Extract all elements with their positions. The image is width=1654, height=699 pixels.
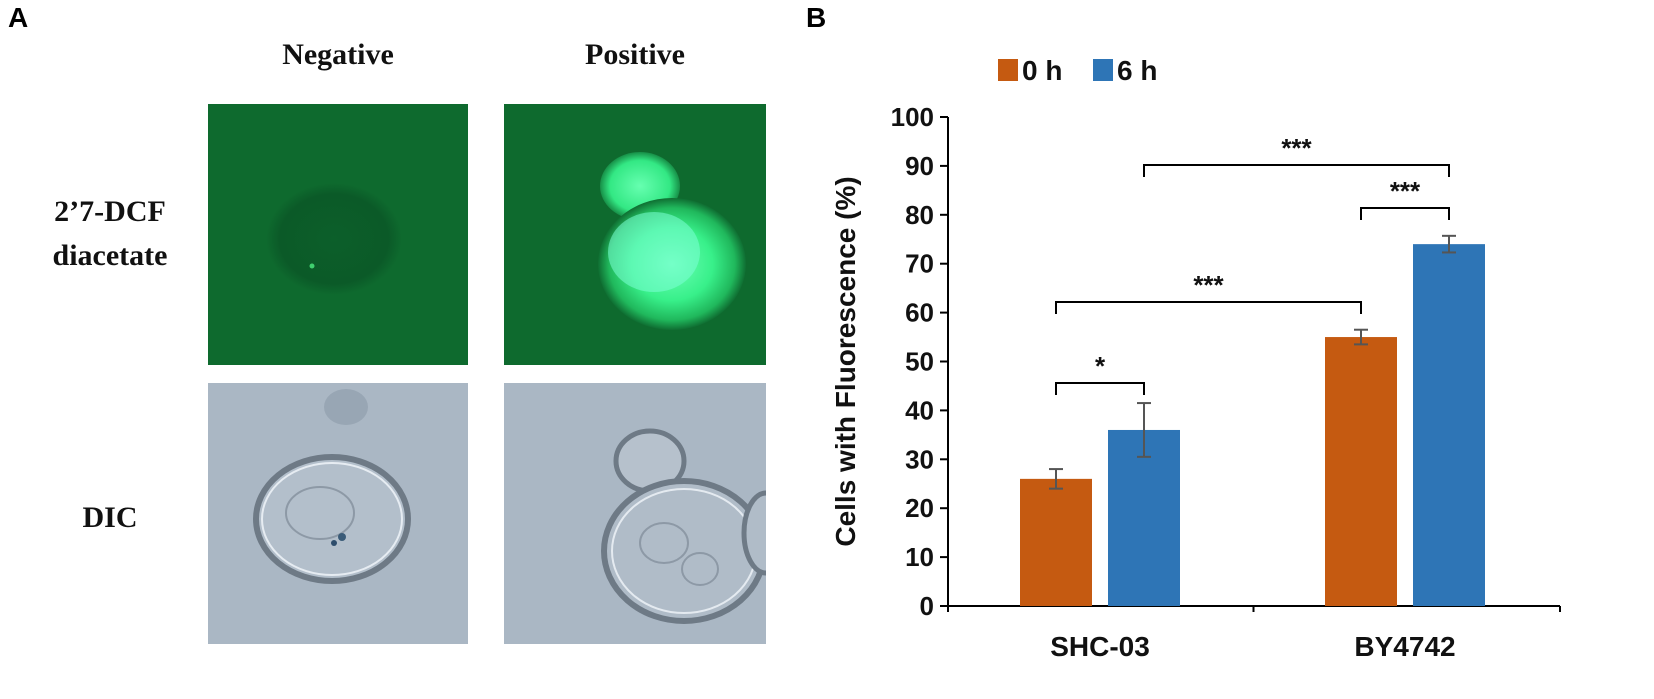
column-header-positive: Positive — [585, 38, 685, 71]
y-tick-label: 90 — [905, 151, 934, 181]
column-header-negative: Negative — [282, 38, 394, 71]
row-header-dic-line1: DIC — [82, 501, 138, 534]
bar-chart: 0 h 6 h 0 10 20 30 40 50 60 70 80 90 100 SHC-03 BY474… — [830, 55, 1561, 662]
y-tick-label: 100 — [891, 102, 934, 132]
micrograph-fluorescence-negative — [208, 104, 468, 365]
row-header-dic: DIC — [20, 496, 200, 540]
significance-bracket — [1055, 382, 1145, 395]
significance-bracket — [1055, 301, 1362, 314]
y-axis-label: Cells with Fluorescence (%) — [830, 176, 861, 546]
y-tick-label: 60 — [905, 298, 934, 328]
y-tick-label: 0 — [920, 591, 934, 621]
micrograph-dic-positive — [504, 383, 766, 644]
y-tick-label: 40 — [905, 395, 934, 425]
bar — [1108, 429, 1180, 606]
significance-label: *** — [1281, 133, 1312, 163]
significance-label: *** — [1193, 270, 1224, 300]
bar — [1020, 478, 1092, 606]
legend-swatch — [1093, 59, 1113, 81]
legend-label: 0 h — [1022, 55, 1062, 86]
x-tick-label: SHC-03 — [1050, 631, 1150, 662]
x-tick-label: BY4742 — [1354, 631, 1455, 662]
significance-label: * — [1095, 351, 1106, 381]
y-tick-label: 70 — [905, 249, 934, 279]
y-tick-label: 10 — [905, 542, 934, 572]
significance-label: *** — [1390, 176, 1421, 206]
y-tick-label: 30 — [905, 444, 934, 474]
row-header-dcf-line2: diacetate — [52, 239, 168, 272]
significance-bracket — [1360, 207, 1450, 220]
micrograph-dic-negative — [208, 383, 468, 644]
bar — [1325, 337, 1397, 606]
legend-swatch — [998, 59, 1018, 81]
panel-b-letter: B — [806, 2, 827, 33]
chart-legend: 0 h 6 h — [998, 55, 1157, 86]
chart-bars — [1020, 234, 1485, 606]
y-tick-label: 20 — [905, 493, 934, 523]
y-tick-label: 80 — [905, 200, 934, 230]
row-header-dcf: 2’7-DCF diacetate — [20, 190, 200, 278]
micrograph-fluorescence-positive — [504, 104, 766, 365]
bar — [1413, 244, 1485, 606]
row-header-dcf-line1: 2’7-DCF — [54, 195, 166, 228]
y-tick-label: 50 — [905, 347, 934, 377]
significance-brackets: ********** — [1055, 133, 1450, 395]
legend-label: 6 h — [1117, 55, 1157, 86]
panel-a-letter: A — [8, 2, 29, 33]
significance-bracket — [1143, 164, 1450, 177]
